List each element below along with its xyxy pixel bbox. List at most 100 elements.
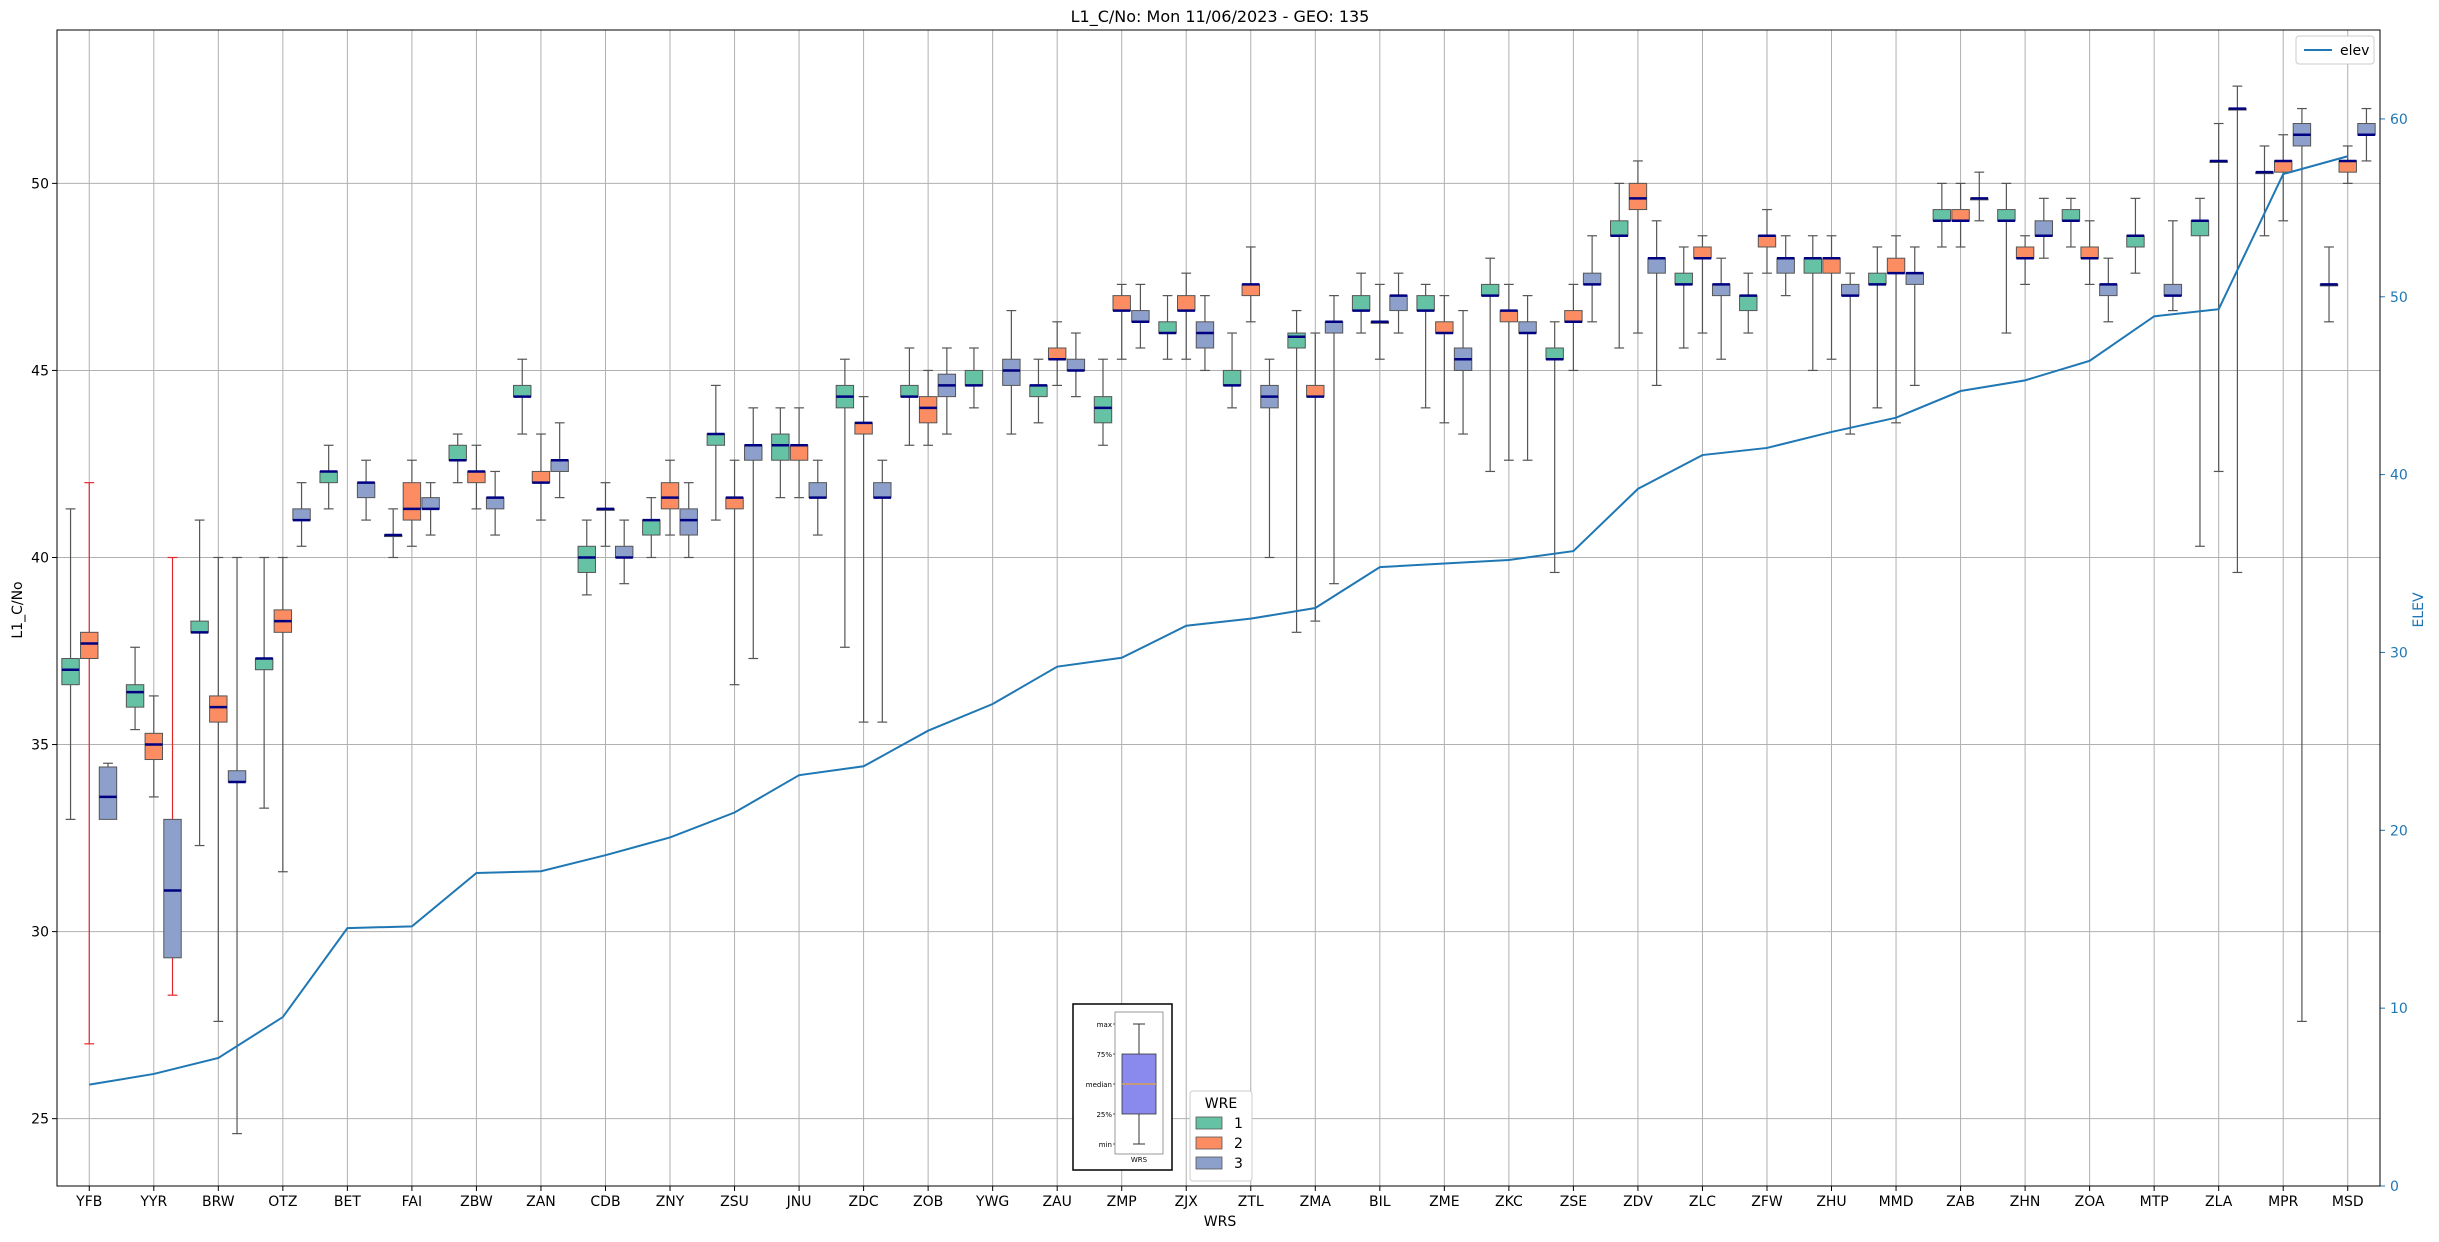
- wre-legend-swatch: [1195, 1136, 1223, 1150]
- box-iqr: [1803, 257, 1823, 274]
- box-ZBW-wre1: [448, 433, 467, 484]
- box-YYR-wre3: [163, 556, 182, 996]
- y2-tick-label: 50: [2390, 290, 2408, 306]
- box-iqr: [706, 433, 726, 446]
- box-MTP-wre3: [2163, 220, 2183, 312]
- inset-key-label: 75%: [1096, 1051, 1112, 1059]
- box-MPR-wre3: [2292, 107, 2312, 1022]
- box-iqr: [577, 545, 596, 573]
- x-tick-label: YFB: [75, 1194, 102, 1210]
- box-ZDC-wre3: [873, 459, 892, 723]
- box-ZAB-wre3: [1970, 171, 1989, 222]
- box-iqr: [2061, 209, 2081, 222]
- box-iqr: [61, 658, 80, 686]
- box-iqr: [1932, 209, 1952, 222]
- box-iqr: [2357, 123, 2376, 136]
- box-iqr: [1351, 295, 1371, 312]
- box-ZFW-wre1: [1739, 272, 1758, 334]
- box-ZOA-wre1: [2061, 197, 2081, 248]
- box-ZSE-wre3: [1582, 235, 1602, 323]
- box-iqr: [900, 384, 919, 398]
- x-tick-label: ZDV: [1623, 1194, 1653, 1210]
- box-ZDC-wre2: [854, 396, 873, 723]
- box-ZNY-wre1: [642, 497, 661, 559]
- box-ZMP-wre2: [1112, 283, 1131, 360]
- box-iqr: [1693, 246, 1712, 259]
- box-iqr: [1195, 321, 1215, 349]
- box-BIL-wre2: [1370, 283, 1390, 360]
- box-OTZ-wre2: [273, 556, 293, 873]
- box-ZHN-wre1: [1997, 182, 2016, 334]
- box-CDB-wre1: [577, 519, 596, 596]
- box-ZHN-wre2: [2015, 235, 2035, 285]
- box-iqr: [1711, 283, 1731, 297]
- box-MSD-wre3: [2357, 107, 2376, 162]
- box-ZOB-wre1: [900, 347, 919, 446]
- box-FAI-wre1: [383, 508, 403, 559]
- box-ZHU-wre3: [1841, 272, 1860, 435]
- box-OTZ-wre1: [254, 556, 274, 809]
- box-ZLC-wre3: [1711, 257, 1731, 360]
- box-iqr: [292, 508, 311, 521]
- box-ZTL-wre1: [1222, 332, 1242, 409]
- box-MSD-wre1: [2319, 246, 2339, 323]
- box-iqr: [2163, 283, 2183, 297]
- box-iqr: [163, 818, 182, 959]
- box-iqr: [356, 482, 376, 499]
- box-ZJX-wre1: [1158, 295, 1177, 360]
- box-iqr: [1324, 321, 1344, 334]
- box-MSD-wre2: [2338, 145, 2357, 184]
- box-BIL-wre1: [1351, 272, 1371, 334]
- box-iqr: [679, 508, 698, 536]
- box-ZFW-wre3: [1776, 235, 1795, 297]
- wre-legend-label: 3: [1234, 1156, 1243, 1172]
- x-tick-label: ZFW: [1751, 1194, 1783, 1210]
- box-ZAU-wre2: [1047, 321, 1067, 387]
- box-iqr: [1066, 358, 1086, 371]
- box-YFB-wre2: [80, 482, 99, 1045]
- box-ZAN-wre2: [531, 433, 551, 521]
- y-tick-label: 40: [31, 550, 49, 566]
- box-iqr: [2273, 160, 2293, 173]
- box-ZDV-wre2: [1628, 160, 1648, 334]
- wre-legend-label: 1: [1234, 1116, 1243, 1132]
- x-tick-label: ZSU: [720, 1194, 749, 1210]
- elev-legend-box: [2295, 35, 2375, 65]
- box-ZSU-wre3: [744, 407, 763, 660]
- box-YFB-wre1: [61, 508, 80, 820]
- x-tick-label: ZBW: [460, 1194, 493, 1210]
- box-iqr: [2080, 246, 2099, 259]
- box-BRW-wre2: [209, 556, 228, 1022]
- box-ZTL-wre3: [1260, 358, 1279, 559]
- x-tick-label: ZHU: [1816, 1194, 1846, 1210]
- box-iqr: [421, 497, 440, 510]
- x-tick-label: ZHN: [2010, 1194, 2041, 1210]
- box-iqr: [531, 470, 551, 484]
- box-iqr: [1822, 257, 1841, 274]
- inset-key-label: max: [1097, 1021, 1112, 1029]
- box-BIL-wre3: [1389, 272, 1408, 334]
- box-ZDV-wre3: [1647, 220, 1666, 387]
- box-iqr: [1093, 396, 1113, 424]
- box-MPR-wre2: [2273, 134, 2293, 222]
- elev-line: [89, 155, 2349, 1086]
- box-iqr: [2126, 235, 2145, 248]
- box-FAI-wre3: [421, 482, 440, 536]
- y-tick-label: 25: [31, 1112, 49, 1128]
- box-ZSU-wre1: [706, 384, 726, 521]
- box-BRW-wre1: [190, 519, 209, 847]
- box-ZME-wre2: [1435, 295, 1454, 424]
- box-ZME-wre1: [1416, 283, 1435, 409]
- box-iqr: [2034, 220, 2054, 237]
- box-iqr: [1416, 295, 1435, 312]
- box-ZKC-wre3: [1518, 295, 1537, 461]
- box-BET-wre1: [319, 444, 338, 510]
- box-BET-wre3: [356, 459, 376, 521]
- box-iqr: [1739, 295, 1758, 312]
- box-ZAN-wre3: [550, 422, 569, 499]
- box-iqr: [1029, 384, 1048, 398]
- box-iqr: [1112, 295, 1131, 312]
- box-iqr: [1389, 295, 1408, 312]
